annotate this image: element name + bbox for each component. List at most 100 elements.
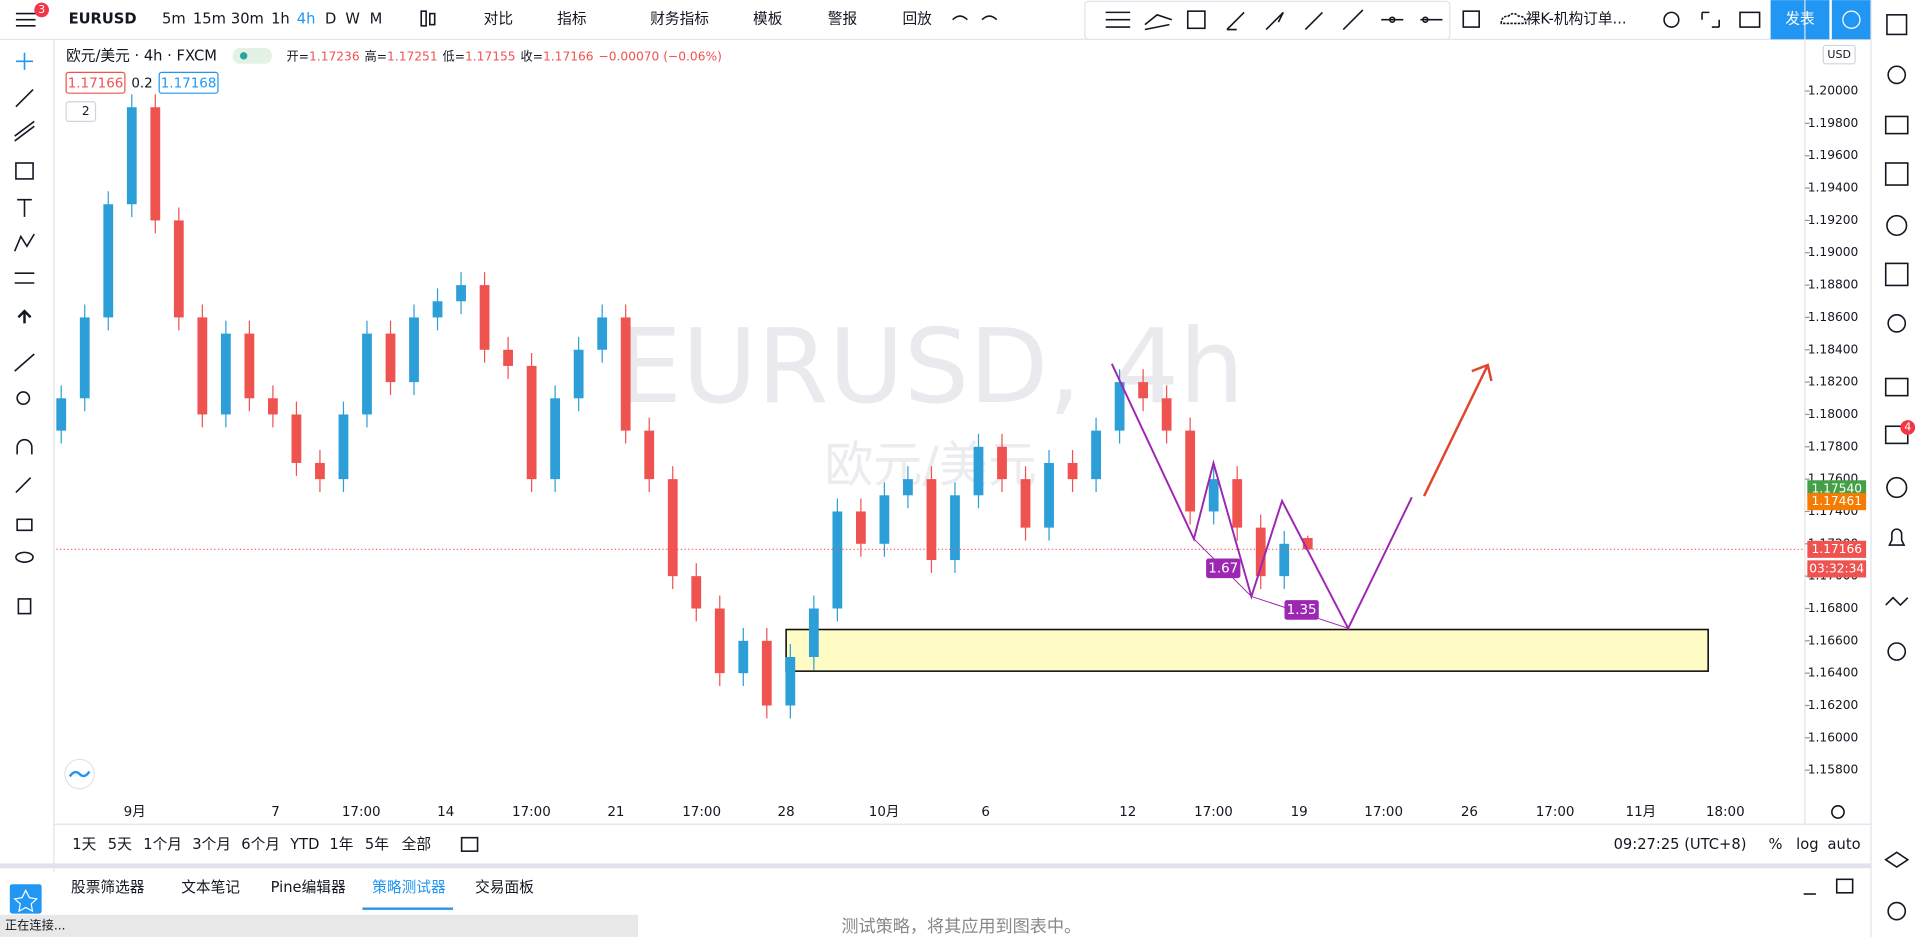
y-tick-label: 1.16600 bbox=[1808, 633, 1859, 647]
candle-body bbox=[1208, 479, 1219, 512]
x-tick-label: 10月 bbox=[869, 805, 900, 820]
sep: · bbox=[130, 47, 144, 64]
scale-option[interactable]: log bbox=[1796, 836, 1818, 853]
candle-body bbox=[385, 333, 396, 383]
x-tick-label: 17:00 bbox=[512, 805, 551, 820]
candle-body bbox=[879, 495, 890, 544]
chart-type-button[interactable] bbox=[420, 10, 436, 27]
interval[interactable]: D bbox=[325, 11, 336, 28]
candle-body bbox=[1091, 430, 1101, 480]
star-icon bbox=[13, 888, 39, 913]
candle-body bbox=[1302, 537, 1313, 550]
forecast-arrow bbox=[1422, 363, 1493, 497]
candle-body bbox=[1185, 430, 1196, 512]
candle-body bbox=[620, 317, 631, 431]
range-button[interactable]: 全部 bbox=[402, 835, 431, 853]
candle-body bbox=[503, 349, 513, 366]
ohlc: 开=1.17236 高=1.17251 低=1.17155 收=1.17166 −0.0… bbox=[287, 48, 722, 63]
candle-body bbox=[973, 446, 984, 496]
toolbar-button[interactable]: 对比 bbox=[484, 11, 513, 28]
candle-body bbox=[738, 640, 749, 674]
toolbar-button[interactable]: 指标 bbox=[557, 11, 587, 28]
toolbar-button[interactable]: 警报 bbox=[828, 11, 858, 28]
range-button[interactable]: 6个月 bbox=[241, 836, 280, 853]
y-tick-label: 1.19600 bbox=[1808, 148, 1859, 162]
interval[interactable]: W bbox=[345, 11, 360, 28]
panel-tab[interactable]: 股票筛选器 bbox=[71, 879, 145, 896]
scale-option[interactable]: % bbox=[1769, 836, 1783, 853]
candle-body bbox=[173, 220, 184, 318]
ask-box[interactable] bbox=[158, 71, 219, 94]
collapse-box[interactable] bbox=[65, 101, 97, 122]
candle-body bbox=[291, 414, 302, 463]
candle-body bbox=[126, 107, 137, 205]
interval[interactable]: 30m bbox=[231, 11, 264, 28]
x-tick-label: 17:00 bbox=[1364, 805, 1403, 820]
range-button[interactable]: 5年 bbox=[365, 836, 389, 853]
ohlc-label: 收= bbox=[521, 49, 544, 63]
interval[interactable]: 5m bbox=[162, 11, 186, 28]
interval[interactable]: M bbox=[370, 11, 383, 28]
publish-button[interactable] bbox=[1770, 0, 1830, 40]
x-tick-label: 28 bbox=[778, 805, 795, 820]
candle-body bbox=[550, 398, 561, 480]
range-button[interactable]: 3个月 bbox=[192, 836, 231, 853]
candle-body bbox=[456, 285, 466, 302]
undo-redo[interactable] bbox=[952, 15, 998, 21]
range-button[interactable]: 1个月 bbox=[143, 836, 182, 853]
candle-body bbox=[1044, 462, 1054, 528]
x-tick-label: 6 bbox=[981, 805, 990, 820]
maximize[interactable] bbox=[1835, 878, 1854, 894]
star-button[interactable] bbox=[9, 884, 42, 914]
axis-settings[interactable] bbox=[1831, 805, 1845, 819]
candle-body bbox=[808, 608, 819, 657]
range-button[interactable]: 1天 bbox=[72, 836, 96, 853]
candle-body bbox=[1114, 382, 1125, 431]
left-tools[interactable] bbox=[13, 52, 35, 615]
logo-mark bbox=[68, 770, 91, 778]
hint: 测试策略，将其应用到图表中。 bbox=[841, 917, 1081, 937]
range-button[interactable]: 1年 bbox=[329, 836, 353, 853]
x-tick-label: 21 bbox=[607, 805, 624, 820]
panel-tab[interactable]: Pine编辑器 bbox=[271, 879, 346, 896]
x-tick-label: 19 bbox=[1291, 805, 1308, 820]
y-tick-label: 1.19200 bbox=[1808, 213, 1859, 227]
settings[interactable] bbox=[1663, 11, 1680, 28]
interval[interactable]: 1h bbox=[271, 11, 290, 28]
range-button[interactable]: YTD bbox=[289, 836, 319, 853]
play-button[interactable] bbox=[1831, 0, 1872, 40]
screenshot[interactable] bbox=[1739, 11, 1761, 28]
status: 正在连接... bbox=[5, 917, 66, 932]
toolbar-button[interactable]: 回放 bbox=[902, 11, 932, 28]
x-tick-label: 17:00 bbox=[1536, 805, 1575, 820]
menu-button[interactable] bbox=[15, 2, 49, 27]
spread: 0.2 bbox=[131, 76, 152, 91]
bid-box[interactable] bbox=[65, 71, 126, 94]
toolbar-button[interactable]: 模板 bbox=[753, 10, 783, 28]
x-tick-label: 7 bbox=[271, 805, 280, 820]
bid: 1.17166 bbox=[68, 76, 124, 91]
template-name[interactable]: 裸K-机构订单... bbox=[1526, 11, 1627, 28]
drawing-tools[interactable] bbox=[1105, 9, 1443, 31]
symbol[interactable]: EURUSD bbox=[69, 11, 137, 28]
scale-option[interactable]: auto bbox=[1828, 836, 1861, 853]
y-tick-label: 1.18800 bbox=[1808, 278, 1859, 292]
panel-tab[interactable]: 策略测试器 bbox=[372, 879, 446, 896]
fullscreen[interactable] bbox=[1701, 11, 1720, 28]
interval[interactable]: 4h bbox=[297, 11, 316, 28]
panel-tab[interactable]: 交易面板 bbox=[475, 878, 534, 896]
sidebar-badge: 4 bbox=[1904, 420, 1911, 433]
x-tick-label: 12 bbox=[1119, 805, 1136, 820]
goto-date[interactable] bbox=[460, 836, 479, 852]
x-tick-label: 14 bbox=[437, 805, 454, 820]
panel-tab[interactable]: 文本笔记 bbox=[181, 879, 240, 896]
range-button[interactable]: 5天 bbox=[108, 836, 132, 853]
interval[interactable]: 15m bbox=[193, 11, 226, 28]
candle-body bbox=[1279, 543, 1290, 577]
toolbar-button[interactable]: 财务指标 bbox=[650, 11, 709, 28]
rect-tool[interactable] bbox=[1462, 10, 1480, 28]
y-tick-label: 1.18000 bbox=[1808, 407, 1859, 421]
x-tick-label: 17:00 bbox=[682, 805, 721, 820]
x-tick-label: 18:00 bbox=[1706, 805, 1745, 820]
y-tick-label: 1.16200 bbox=[1808, 698, 1859, 712]
